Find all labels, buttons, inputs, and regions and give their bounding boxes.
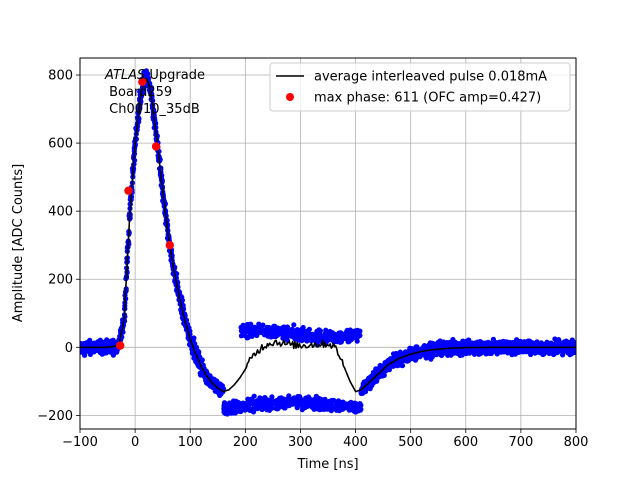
sample-point (338, 338, 344, 345)
sample-point (357, 406, 364, 412)
max-phase-point (138, 77, 147, 87)
sample-point (145, 71, 151, 77)
x-tick-label: 300 (288, 435, 313, 450)
sample-point (317, 328, 323, 334)
sample-point (282, 405, 288, 411)
x-tick-label: 400 (343, 435, 368, 450)
x-tick-label: −100 (62, 435, 98, 450)
x-tick-label: 800 (564, 435, 589, 450)
sample-point (269, 394, 275, 400)
annotation-line-2: Board259 (105, 85, 172, 100)
sample-point (251, 393, 257, 399)
annotation-line-1: ATLAS Upgrade (104, 68, 205, 83)
y-tick-label: 0 (65, 341, 73, 356)
annotation-line-3: Ch0010_35dB (105, 102, 200, 117)
sample-point (286, 393, 292, 399)
average-pulse-line (80, 77, 576, 393)
max-phase-point (124, 186, 133, 195)
sample-point (331, 397, 337, 403)
sample-point (251, 409, 257, 415)
x-tick-label: 600 (453, 435, 478, 450)
sample-point (328, 401, 335, 407)
y-tick-label: −200 (37, 409, 73, 424)
axis-ticks: −100 0 100 200 300 400 500 600 700 800 −200 0 200 400… (37, 69, 588, 450)
x-tick-label: 700 (508, 435, 533, 450)
x-axis-label: Time [ns] (296, 457, 358, 472)
legend: average interleaved pulse 0.018mA max ph… (269, 62, 571, 112)
x-tick-label: 500 (398, 435, 423, 450)
max-phase-point (151, 142, 161, 151)
sample-point (291, 322, 297, 328)
sample-point (82, 352, 88, 358)
average-pulse (80, 77, 576, 393)
sample-point (199, 357, 205, 363)
max-phase-point (165, 241, 174, 250)
x-tick-label: 100 (178, 435, 203, 450)
sample-point (110, 352, 116, 358)
annotation-upgrade: Upgrade (145, 68, 205, 83)
sample-point (260, 322, 266, 328)
y-tick-label: 800 (48, 69, 73, 84)
y-axis-label: Amplitude [ADC Counts] (11, 164, 26, 322)
sample-point (399, 363, 406, 369)
max-phase-points (116, 77, 174, 350)
sample-point (284, 324, 290, 330)
legend-box (269, 62, 571, 112)
max-phase-point (116, 341, 125, 350)
sample-point (191, 335, 197, 341)
legend-label-average: average interleaved pulse 0.018mA (314, 70, 547, 85)
x-tick-label: 0 (131, 435, 139, 450)
plot-frame (79, 57, 577, 430)
sample-point (357, 328, 363, 334)
sample-point (269, 401, 275, 408)
legend-label-max-phase: max phase: 611 (OFC amp=0.427) (314, 91, 541, 106)
y-tick-label: 400 (48, 205, 73, 220)
sample-point (356, 332, 362, 338)
sample-point (254, 332, 260, 339)
sample-point (354, 338, 360, 344)
atlas-annotation: ATLAS Upgrade Board259 Ch0010_35dB (104, 68, 205, 117)
plot-area (80, 58, 576, 429)
y-tick-label: 600 (48, 137, 73, 152)
y-tick-label: 200 (48, 273, 73, 288)
sample-point (259, 406, 265, 413)
annotation-atlas: ATLAS (104, 68, 145, 83)
sample-point (306, 326, 312, 332)
legend-marker-swatch (286, 93, 294, 101)
x-tick-label: 200 (233, 435, 258, 450)
